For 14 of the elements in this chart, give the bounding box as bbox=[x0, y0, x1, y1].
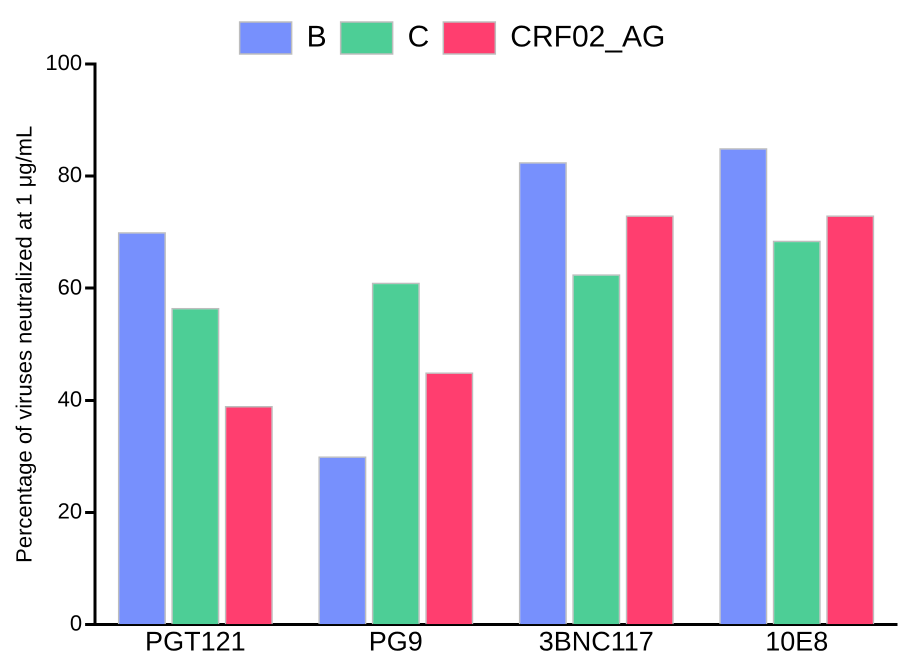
y-tick-label: 20 bbox=[58, 498, 82, 524]
y-tick-label: 40 bbox=[58, 386, 82, 412]
x-tick-label: 3BNC117 bbox=[538, 626, 654, 656]
legend-label: CRF02_AG bbox=[510, 20, 666, 54]
x-tick-label: PG9 bbox=[368, 626, 423, 656]
y-tick-label: 80 bbox=[58, 162, 82, 188]
y-tick-label: 100 bbox=[45, 50, 82, 76]
x-tick-label: PGT121 bbox=[145, 626, 246, 656]
x-tick-label: 10E8 bbox=[765, 626, 828, 656]
legend-label: B bbox=[306, 20, 327, 54]
y-tick-label: 0 bbox=[70, 610, 82, 636]
y-tick-label: 60 bbox=[58, 274, 82, 300]
legend-label: C bbox=[408, 20, 430, 54]
y-axis-title: Percentage of viruses neutralized at 1 μg/mL bbox=[11, 126, 36, 563]
